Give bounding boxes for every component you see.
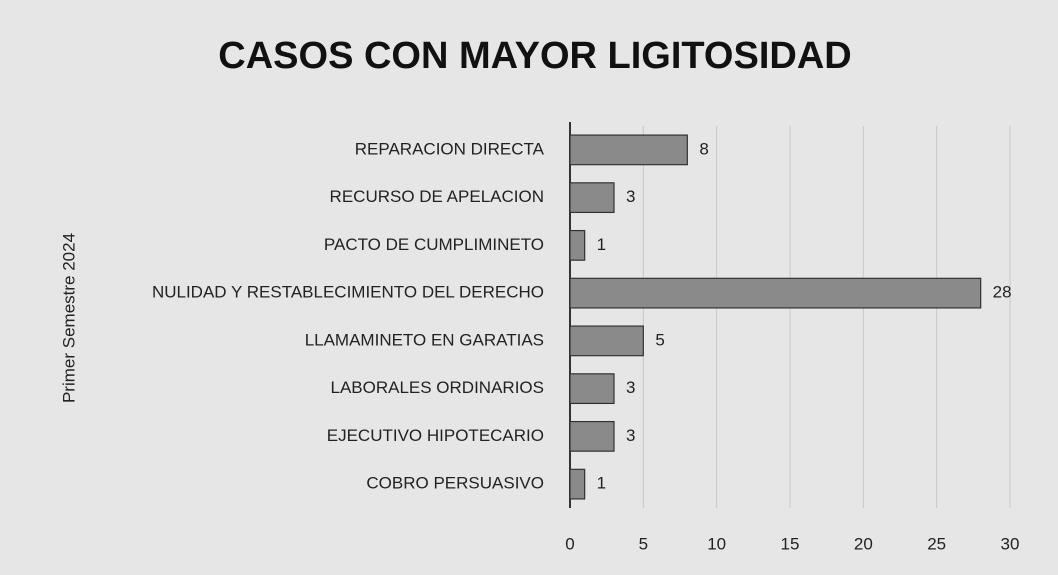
bar <box>569 325 644 357</box>
bar <box>569 420 615 452</box>
data-label: 1 <box>597 474 606 493</box>
bar <box>569 468 586 500</box>
data-label: 5 <box>655 330 664 349</box>
data-label: 3 <box>626 378 635 397</box>
bar <box>569 373 615 405</box>
x-tick-label: 25 <box>927 534 946 553</box>
y-tick-label: REPARACION DIRECTA <box>355 139 545 158</box>
y-axis-label: Primer Semestre 2024 <box>59 233 78 403</box>
y-tick-label: PACTO DE CUMPLIMINETO <box>324 235 544 254</box>
x-tick-label: 20 <box>854 534 873 553</box>
y-tick-label: RECURSO DE APELACION <box>330 187 544 206</box>
data-label: 1 <box>597 235 606 254</box>
bar <box>569 182 615 214</box>
y-tick-label: LABORALES ORDINARIOS <box>330 378 544 397</box>
x-tick-label: 5 <box>639 534 648 553</box>
bar <box>569 229 586 261</box>
x-tick-label: 0 <box>565 534 574 553</box>
y-tick-label: EJECUTIVO HIPOTECARIO <box>327 426 544 445</box>
data-label: 3 <box>626 426 635 445</box>
y-tick-label: NULIDAD Y RESTABLECIMIENTO DEL DERECHO <box>152 283 544 302</box>
bar <box>569 134 688 166</box>
y-tick-label: LLAMAMINETO EN GARATIAS <box>305 330 544 349</box>
x-tick-label: 10 <box>707 534 726 553</box>
chart-title: CASOS CON MAYOR LIGITOSIDAD <box>218 35 851 77</box>
data-label: 3 <box>626 187 635 206</box>
bar <box>569 277 982 309</box>
x-tick-label: 30 <box>1001 534 1020 553</box>
y-tick-label: COBRO PERSUASIVO <box>366 474 544 493</box>
x-tick-label: 15 <box>781 534 800 553</box>
data-label: 28 <box>993 283 1012 302</box>
data-label: 8 <box>699 139 708 158</box>
